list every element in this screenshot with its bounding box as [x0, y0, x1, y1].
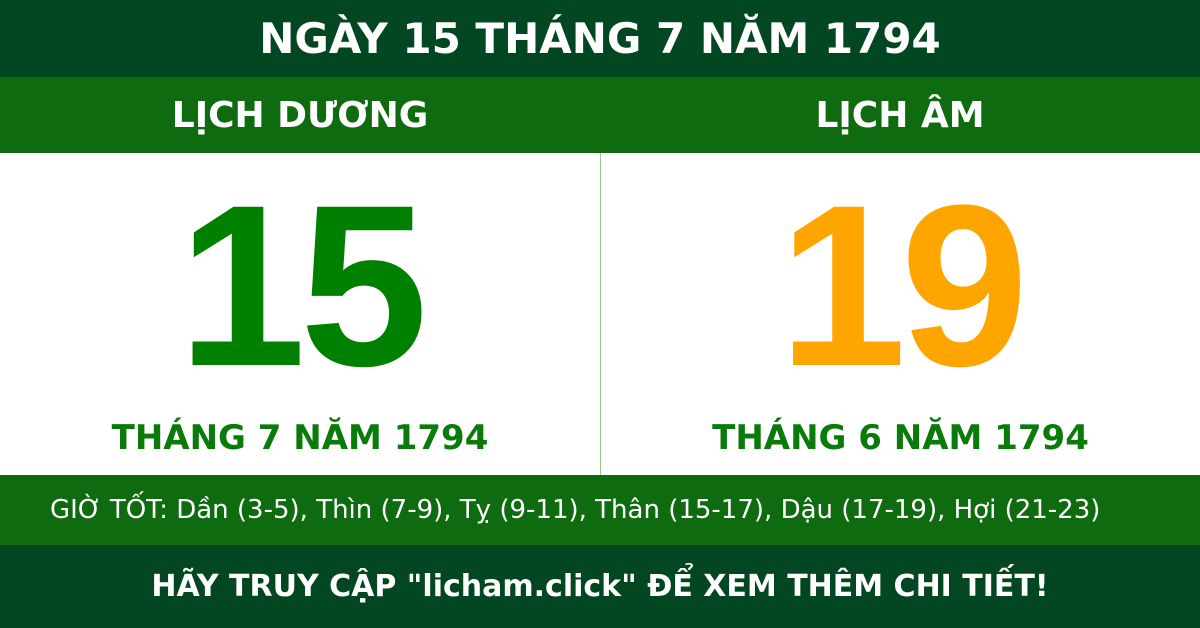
good-hours: GIỜ TỐT: Dần (3-5), Thìn (7-9), Tỵ (9-11… — [0, 475, 1200, 545]
footer-cta: HÃY TRUY CẬP "licham.click" ĐỂ XEM THÊM … — [0, 545, 1200, 628]
lunar-month-year: THÁNG 6 NĂM 1794 — [712, 418, 1089, 458]
page-title: NGÀY 15 THÁNG 7 NĂM 1794 — [0, 0, 1200, 77]
lunar-heading: LỊCH ÂM — [815, 94, 985, 136]
calendar-body: 15 THÁNG 7 NĂM 1794 19 THÁNG 6 NĂM 1794 — [0, 153, 1200, 475]
lunar-column: 19 THÁNG 6 NĂM 1794 — [600, 153, 1200, 475]
solar-month-year: THÁNG 7 NĂM 1794 — [111, 418, 489, 458]
lunar-day: 19 — [778, 157, 1029, 414]
solar-day: 15 — [178, 157, 428, 414]
solar-column: 15 THÁNG 7 NĂM 1794 — [0, 153, 600, 475]
solar-heading: LỊCH DƯƠNG — [171, 94, 429, 136]
calendar-headings: LỊCH DƯƠNG LỊCH ÂM — [0, 77, 1200, 153]
